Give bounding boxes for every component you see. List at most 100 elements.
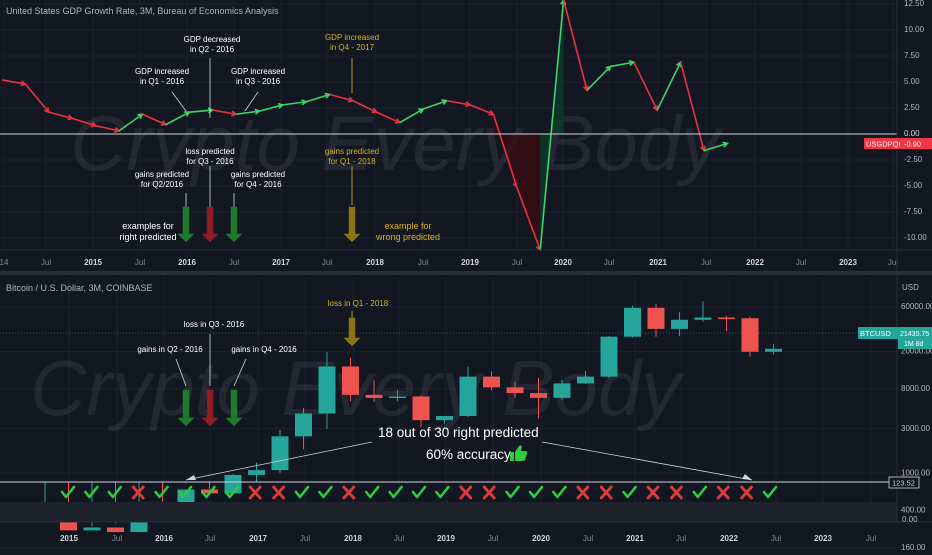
cross-icon — [342, 485, 356, 500]
gdp-y-tick-label: -2.50 — [904, 155, 923, 164]
ann-gdp-q4-2017: GDP increased in Q4 - 2017 — [325, 33, 379, 52]
fat-arrow-wrong — [343, 206, 361, 243]
check-icon — [107, 485, 123, 499]
cross-icon — [131, 485, 145, 500]
gdp-annotations: GDP increased in Q1 - 2016 GDP decreased in… — [119, 33, 440, 243]
ann-gdp-q1-2016: GDP increased in Q1 - 2016 — [135, 67, 189, 86]
gdp-segment — [48, 111, 73, 120]
btc-x-tick-label: Jul — [583, 534, 593, 543]
gdp-x-tick-label: 14 — [0, 258, 9, 267]
btc-candle-body — [718, 317, 735, 320]
gdp-segment — [399, 108, 424, 124]
gdp-x-tick-label: Jul — [41, 258, 51, 267]
gdp-segment — [539, 0, 565, 251]
btc-candle-body — [248, 470, 265, 475]
check-icon — [388, 485, 403, 499]
ann-right-examples: examples for right predicted — [119, 221, 176, 242]
gdp-segment — [610, 61, 634, 68]
gdp-segment — [352, 100, 377, 113]
check-icon — [411, 485, 427, 499]
btc-x-tick-label: Jul — [394, 534, 404, 543]
btc-x-tick-label: 2023 — [814, 534, 832, 543]
btc-x-tick-label: 2019 — [437, 534, 455, 543]
btc-grid — [0, 277, 897, 549]
btc-price-badge[interactable]: 21435.75 1M 8d — [898, 327, 932, 349]
btc-candle-body — [741, 318, 759, 352]
gdp-x-tick-label: 2016 — [178, 258, 196, 267]
gdp-x-tick-label: Jul — [512, 258, 522, 267]
btc-x-tick-label: Jul — [771, 534, 781, 543]
check-icon — [84, 485, 99, 499]
btc-panel: Crypto Every Body Bitcoin / U.S. Dollar,… — [0, 277, 897, 549]
cross-icon — [248, 485, 262, 500]
btc-candle-body — [365, 394, 383, 398]
gdp-zero-tick: 0.00 — [904, 129, 920, 138]
cross-icon — [599, 485, 613, 500]
ann-btc-gains-q2: gains in Q2 - 2016 — [137, 345, 203, 354]
btc-x-tick-label: Jul — [676, 534, 686, 543]
summary-pointer-left — [185, 441, 373, 481]
summary-pointer-right-head — [742, 474, 752, 480]
btc-x-tick-label: 2020 — [532, 534, 550, 543]
check-icon — [364, 485, 380, 499]
btc-candle-body — [577, 376, 594, 384]
btc-candle-body — [295, 413, 312, 437]
gdp-price-scale[interactable]: 12.50 10.00 7.50 5.00 2.50 -2.50 -5.00 -7.50 -10… — [904, 0, 927, 242]
btc-annotations: gains in Q2 - 2016 loss in Q3 - 2016 gains… — [137, 299, 389, 427]
summary-line-2: 60% accuracy — [426, 447, 511, 462]
btc-level-badge[interactable]: 123.52 — [888, 476, 920, 489]
btc-price-scale[interactable]: 60000.00 20000.00 8000.00 3000.00 1000.00 400… — [901, 302, 932, 552]
check-icon — [224, 485, 240, 499]
gdp-segment-arrowhead — [722, 141, 729, 148]
gdp-plot-area — [0, 0, 897, 250]
gdp-segment — [1, 79, 26, 85]
btc-candle-body — [224, 474, 242, 494]
btc-candle-body — [436, 415, 453, 421]
gdp-value-badge[interactable]: -0.90 — [900, 138, 932, 149]
btc-volume-strip — [0, 502, 897, 522]
btc-time-badge-text: 1M 8d — [904, 341, 924, 348]
btc-x-tick-label: 2021 — [626, 534, 644, 543]
btc-candle-body — [271, 436, 289, 471]
btc-x-tick-label: Jul — [300, 534, 310, 543]
btc-candle-body — [459, 376, 477, 416]
gdp-y-tick-label: 10.00 — [904, 25, 925, 34]
gdp-x-tick-label: Jul — [418, 258, 428, 267]
gdp-watermark: Crypto Every Body — [70, 99, 724, 187]
ann-btc-loss-q1-2018: loss in Q1 - 2018 — [328, 299, 389, 308]
gdp-value-badge-text: -0.90 — [904, 140, 921, 149]
gdp-segment — [142, 113, 167, 126]
cross-icon — [740, 485, 753, 500]
ann-gdp-q3-2016: GDP increased in Q3 - 2016 — [231, 67, 285, 86]
btc-candle-body — [318, 366, 336, 414]
fat-arrow-btc-loss — [201, 389, 219, 427]
btc-candle-body — [530, 393, 547, 398]
gdp-x-tick-label: Jul — [796, 258, 806, 267]
gdp-y-tick-label: -7.50 — [904, 207, 923, 216]
btc-y-tick-label: 20000.00 — [901, 347, 932, 356]
gdp-segment — [282, 100, 307, 106]
ann-pointer — [244, 91, 259, 112]
btc-header: Bitcoin / U.S. Dollar, 3M, COINBASE — [6, 283, 153, 293]
btc-level-badge-text: 123.52 — [892, 479, 915, 488]
check-icon — [177, 485, 193, 499]
panel-divider[interactable] — [0, 271, 932, 275]
gdp-symbol-badge[interactable]: USGDPQQ — [864, 138, 905, 149]
check-icon — [552, 485, 567, 499]
check-icon — [318, 485, 333, 499]
btc-candle-body — [600, 336, 618, 377]
btc-candle-body — [506, 387, 524, 394]
btc-y-tick-label: 60000.00 — [901, 302, 932, 311]
btc-symbol-badge[interactable]: BTCUSD — [858, 327, 898, 339]
check-icon — [60, 485, 76, 499]
btc-x-tick-label: Jul — [112, 534, 122, 543]
btc-x-tick-label: Jul — [488, 534, 498, 543]
gdp-segment — [165, 111, 190, 126]
ann-btc-loss-q3: loss in Q3 - 2016 — [184, 320, 245, 329]
check-icon — [154, 485, 169, 499]
gdp-segment — [586, 65, 611, 91]
btc-y-tick-label: 0.00 — [902, 515, 918, 524]
check-icon — [692, 485, 708, 499]
